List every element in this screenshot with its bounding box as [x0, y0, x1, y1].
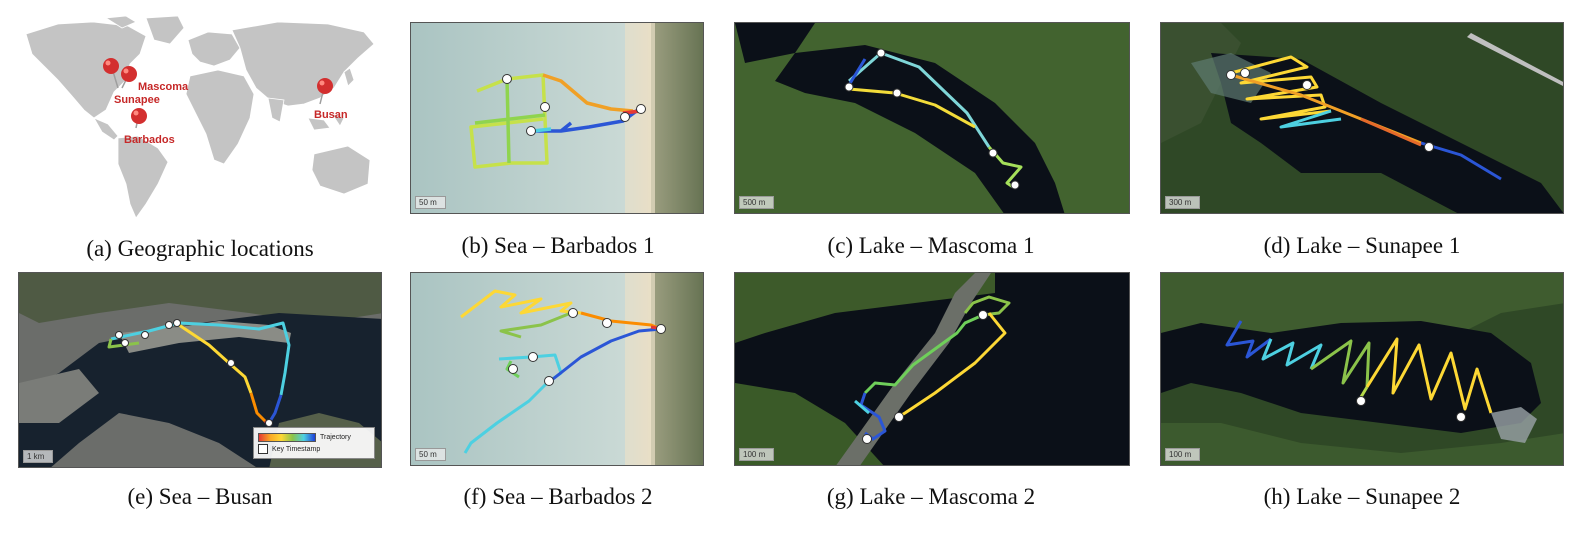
label-barbados: Barbados: [124, 134, 175, 146]
panel-b: 50 m (b) Sea – Barbados 1: [408, 0, 708, 270]
caption-d: (d) Lake – Sunapee 1: [1263, 233, 1461, 258]
panel-g: 100 m (g) Lake – Mascoma 2: [726, 270, 1136, 534]
trajectory-legend: Trajectory Key Timestamp: [253, 427, 375, 459]
pin-busan-icon: [317, 78, 333, 105]
scale-bar-c: 500 m: [739, 196, 775, 209]
pin-sunapee-icon: [103, 58, 119, 89]
map-busan: 1 km Trajectory Key Timestamp: [18, 272, 382, 468]
caption-b: (b) Sea – Barbados 1: [461, 233, 655, 258]
map-barbados-2: 50 m: [410, 272, 704, 466]
caption-c: (c) Lake – Mascoma 1: [827, 233, 1035, 258]
legend-trajectory: Trajectory: [320, 433, 351, 441]
panel-d: 300 m (d) Lake – Sunapee 1: [1152, 0, 1572, 270]
scale-bar-b: 50 m: [415, 196, 446, 209]
scale-bar-f: 50 m: [415, 448, 446, 461]
panel-h: 100 m (h) Lake – Sunapee 2: [1152, 270, 1572, 534]
legend-key-timestamp: Key Timestamp: [272, 445, 321, 453]
panel-f: 50 m (f) Sea – Barbados 2: [408, 270, 708, 534]
trajectory-gradient-icon: [258, 432, 316, 442]
caption-f: (f) Sea – Barbados 2: [463, 484, 653, 509]
map-mascoma-1: 500 m: [734, 22, 1130, 214]
map-sunapee-2: 100 m: [1160, 272, 1564, 466]
map-barbados-1: 50 m: [410, 22, 704, 214]
caption-h: (h) Lake – Sunapee 2: [1263, 484, 1461, 509]
scale-bar-g: 100 m: [739, 448, 775, 461]
panel-a: Mascoma Sunapee Barbados Busan (a) Geogr…: [0, 0, 400, 270]
caption-a: (a) Geographic locations: [86, 236, 314, 261]
map-mascoma-2: 100 m: [734, 272, 1130, 466]
scale-bar-d: 300 m: [1165, 196, 1201, 209]
caption-e: (e) Sea – Busan: [127, 484, 273, 509]
label-sunapee: Sunapee: [114, 94, 160, 106]
key-timestamp-icon: [258, 444, 268, 454]
panel-c: 500 m (c) Lake – Mascoma 1: [726, 0, 1136, 270]
label-mascoma: Mascoma: [138, 81, 189, 93]
caption-g: (g) Lake – Mascoma 2: [826, 484, 1036, 509]
scale-bar-e: 1 km: [23, 450, 54, 463]
world-map: Mascoma Sunapee Barbados Busan: [18, 14, 380, 220]
pin-barbados-icon: [131, 108, 147, 129]
scale-bar-h: 100 m: [1165, 448, 1201, 461]
map-sunapee-1: 300 m: [1160, 22, 1564, 214]
panel-e: 1 km Trajectory Key Timestamp (e) Sea – …: [0, 270, 400, 534]
pin-mascoma-icon: [121, 66, 137, 89]
label-busan: Busan: [314, 109, 348, 121]
